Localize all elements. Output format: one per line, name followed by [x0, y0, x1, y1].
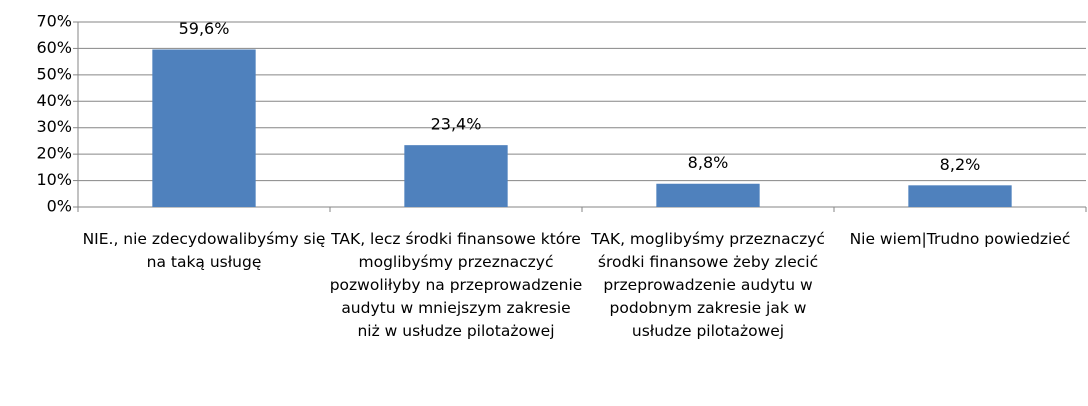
x-tick-label-box: Nie wiem|Trudno powiedzieć [849, 230, 1071, 248]
y-tick-label: 0% [47, 197, 72, 216]
x-tick-label: Nie wiem|Trudno powiedzieć [849, 230, 1071, 248]
x-tick-label: TAK, lecz środki finansowe które mogliby… [329, 230, 583, 340]
bar [656, 183, 760, 207]
y-tick-label: 60% [36, 38, 72, 57]
value-label: 23,4% [431, 115, 482, 134]
y-tick-label: 50% [36, 64, 72, 83]
bar [404, 145, 508, 207]
x-tick-label: NIE., nie zdecydowalibyśmy się na taką u… [82, 230, 326, 271]
y-tick-label: 10% [36, 170, 72, 189]
x-tick-label: TAK, moglibyśmy przeznaczyć środki finan… [591, 230, 825, 340]
y-tick-label: 20% [36, 144, 72, 163]
x-tick-label-box: NIE., nie zdecydowalibyśmy się na taką u… [82, 230, 326, 271]
bar [908, 185, 1012, 207]
y-tick-label: 30% [36, 117, 72, 136]
value-label: 59,6% [179, 19, 230, 38]
y-tick-label: 70% [36, 12, 72, 31]
value-label: 8,8% [688, 153, 729, 172]
x-tick-label-box: TAK, lecz środki finansowe które mogliby… [329, 230, 583, 340]
y-tick-label: 40% [36, 91, 72, 110]
bar [152, 49, 256, 207]
value-label: 8,2% [940, 155, 981, 174]
x-tick-label-box: TAK, moglibyśmy przeznaczyć środki finan… [591, 230, 825, 340]
